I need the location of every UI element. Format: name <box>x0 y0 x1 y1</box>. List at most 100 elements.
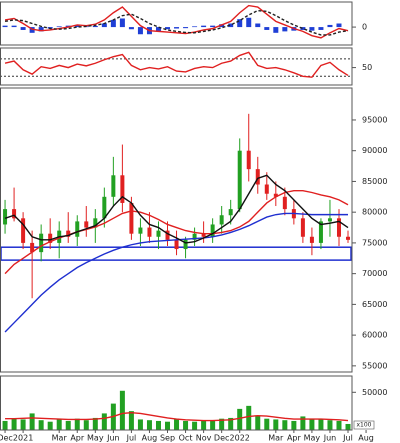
bar <box>146 420 152 430</box>
candle-body <box>282 196 287 210</box>
bar <box>192 26 198 28</box>
candle-body <box>174 239 179 250</box>
bar <box>309 418 315 430</box>
x-tick-label: May <box>304 434 321 443</box>
bar <box>20 27 26 30</box>
candle-body <box>84 221 89 228</box>
bar <box>327 420 333 430</box>
bar <box>273 27 279 33</box>
bar <box>74 418 80 430</box>
y-tick-label: 0 <box>362 23 367 32</box>
bar <box>20 419 26 430</box>
candle-body <box>75 221 80 237</box>
bar <box>137 419 143 430</box>
bar <box>264 418 270 430</box>
x-tick-label: Mar <box>268 434 284 443</box>
candle-body <box>30 242 35 253</box>
bar <box>246 405 252 430</box>
candle-body <box>102 196 107 219</box>
series-line <box>4 174 349 244</box>
bar <box>210 420 216 430</box>
bar <box>174 27 180 29</box>
bar <box>29 27 35 33</box>
bar <box>201 420 207 430</box>
x-tick-label: 2021 <box>13 434 33 443</box>
panel <box>0 51 352 78</box>
bar <box>237 19 243 28</box>
panel <box>0 113 352 333</box>
bar <box>56 26 62 28</box>
bar <box>228 23 234 28</box>
bar <box>318 27 324 30</box>
bar <box>101 413 107 430</box>
x-tick-label: Dec <box>0 434 13 443</box>
panel-frame <box>0 87 353 373</box>
candle-body <box>336 218 341 237</box>
bar <box>11 418 17 430</box>
bar <box>47 27 53 29</box>
bar <box>65 420 71 430</box>
bar <box>155 420 161 430</box>
candle-body <box>3 209 8 225</box>
bar <box>300 27 306 30</box>
unit-label: x100 <box>356 422 371 429</box>
bar <box>119 18 125 28</box>
bar <box>237 408 243 430</box>
series-line <box>4 51 349 78</box>
candle-body <box>111 175 116 197</box>
series-line <box>5 411 349 422</box>
bar <box>47 421 53 430</box>
candle-body <box>219 215 224 225</box>
x-tick-label: Aug <box>142 434 158 443</box>
candle-body <box>12 209 17 219</box>
bar <box>38 420 44 430</box>
y-tick-label: 90000 <box>362 146 387 155</box>
y-tick-label: 50 <box>362 63 372 72</box>
series-line <box>4 9 349 36</box>
candle-body <box>147 227 152 237</box>
candle-body <box>39 233 44 253</box>
bar <box>282 27 288 32</box>
bar <box>291 420 297 430</box>
bar <box>165 27 171 30</box>
bar <box>165 421 171 430</box>
candle-body <box>228 209 233 216</box>
x-tick-label: Jul <box>126 434 137 443</box>
candle-body <box>210 224 215 237</box>
bar <box>273 419 279 430</box>
bar <box>2 25 8 28</box>
candle-body <box>183 239 188 250</box>
x-tick-label: Oct <box>179 434 193 443</box>
bar <box>255 23 261 28</box>
bar <box>92 26 98 28</box>
bar <box>74 24 80 28</box>
y-tick-label: 75000 <box>362 238 387 247</box>
x-tick-label: Aug <box>358 434 374 443</box>
x-tick-label: Jun <box>323 434 337 443</box>
candle-body <box>66 230 71 237</box>
x-tick-label: Nov <box>196 434 212 443</box>
bar <box>336 23 342 28</box>
x-tick-label: Dec <box>214 434 229 443</box>
series-line <box>4 4 349 39</box>
bar <box>155 27 161 32</box>
bar <box>210 25 216 28</box>
candle-body <box>165 230 170 240</box>
bar <box>38 27 44 32</box>
bar <box>2 420 8 430</box>
candle-body <box>93 218 98 228</box>
bar <box>29 413 35 430</box>
bar <box>83 420 89 430</box>
bar <box>246 17 252 28</box>
x-tick-label: Jun <box>106 434 120 443</box>
x-tick-label: Mar <box>52 434 68 443</box>
bar <box>264 27 270 30</box>
bar <box>282 420 288 430</box>
candle-body <box>120 175 125 203</box>
candle-body <box>273 193 278 197</box>
bar <box>128 27 134 30</box>
panel <box>2 4 349 39</box>
bar <box>345 423 351 430</box>
